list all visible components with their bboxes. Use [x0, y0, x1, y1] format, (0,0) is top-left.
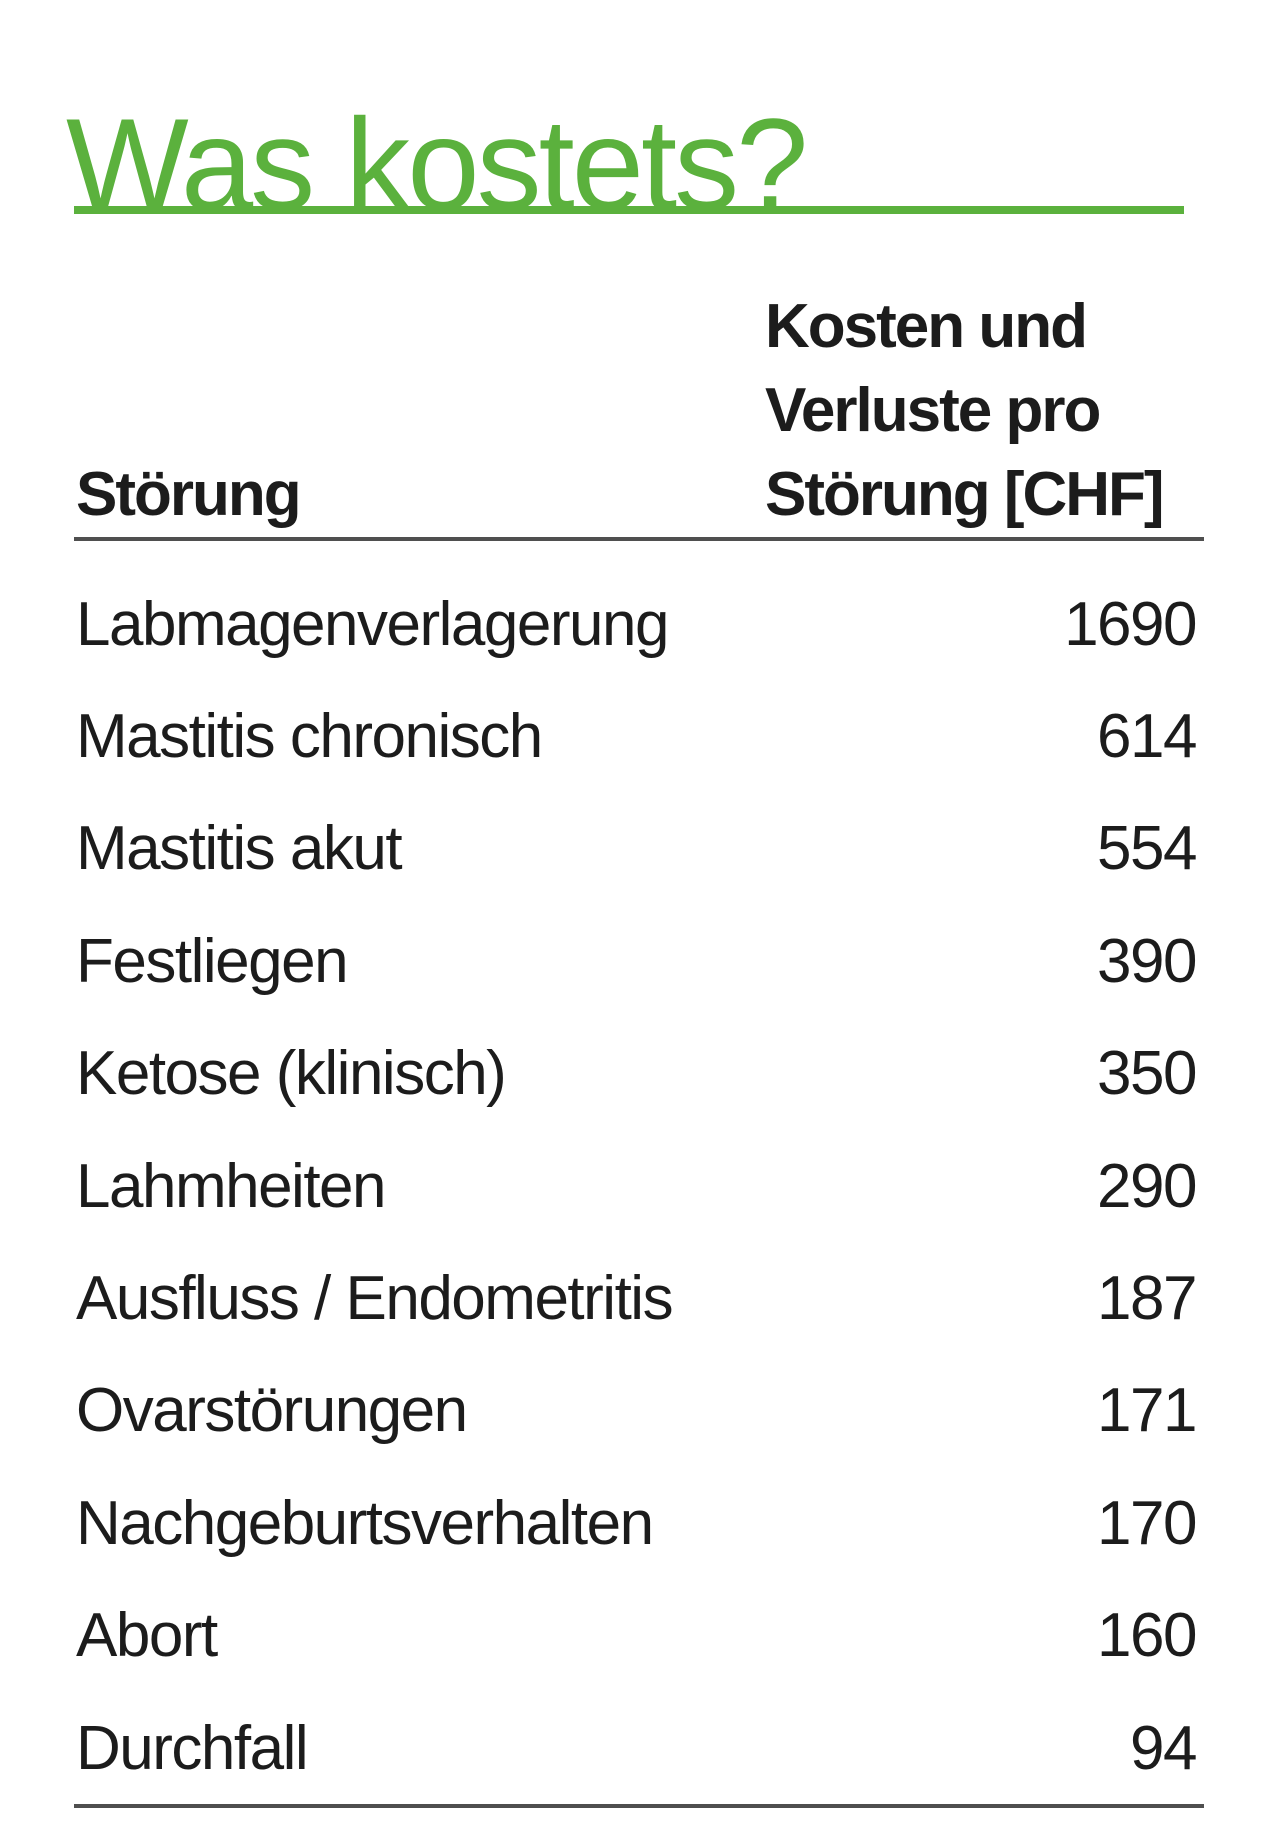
row-value-chf: 554	[1097, 814, 1197, 884]
row-label: Nachgeburtsverhalten	[76, 1488, 654, 1558]
row-value-chf: 614	[1097, 702, 1197, 772]
row-value-chf: 170	[1097, 1488, 1197, 1558]
table-row: Labmagenverlagerung 1690	[74, 568, 1204, 680]
row-label: Durchfall	[76, 1713, 309, 1783]
row-value-chf: 290	[1097, 1151, 1197, 1221]
row-label: Ovarstörungen	[76, 1376, 468, 1446]
row-label: Labmagenverlagerung	[76, 589, 669, 659]
row-value-chf: 160	[1097, 1601, 1197, 1671]
row-label: Lahmheiten	[76, 1151, 387, 1221]
table-row: Abort 160	[74, 1580, 1204, 1692]
row-label: Abort	[76, 1601, 218, 1671]
table-rows: Labmagenverlagerung 1690 Mastitis chronisc…	[74, 541, 1204, 1809]
column-header-kosten-line2: Verluste pro	[765, 376, 1101, 445]
table-row: Ketose (klinisch) 350	[74, 1018, 1204, 1130]
table-row: Ausfluss / Endometritis 187	[74, 1242, 1204, 1354]
table-row: Nachgeburtsverhalten 170	[74, 1467, 1204, 1579]
row-label: Ketose (klinisch)	[76, 1039, 507, 1109]
column-header-stoerung: Störung	[76, 460, 302, 529]
row-label: Festliegen	[76, 926, 349, 996]
row-value-chf: 171	[1097, 1376, 1197, 1446]
row-value-chf: 1690	[1064, 589, 1197, 659]
row-label: Ausfluss / Endometritis	[76, 1264, 674, 1334]
column-header-kosten-line3: Störung [CHF]	[765, 460, 1165, 529]
row-value-chf: 94	[1130, 1713, 1197, 1783]
column-header-kosten-line1: Kosten und	[765, 292, 1088, 361]
table-row: Ovarstörungen 171	[74, 1355, 1204, 1467]
column-header-kosten: Kosten und Verluste pro Störung [CHF]	[765, 285, 1165, 537]
title-underline-rule	[74, 206, 1184, 214]
row-label: Mastitis chronisch	[76, 702, 543, 772]
table-row: Durchfall 94	[74, 1692, 1204, 1804]
table-row: Mastitis chronisch 614	[74, 680, 1204, 792]
table-header: Störung Kosten und Verluste pro Störung …	[74, 255, 1204, 541]
row-value-chf: 350	[1097, 1039, 1197, 1109]
table-row: Mastitis akut 554	[74, 793, 1204, 905]
table-row: Festliegen 390	[74, 905, 1204, 1017]
row-label: Mastitis akut	[76, 814, 403, 884]
table-row: Lahmheiten 290	[74, 1130, 1204, 1242]
row-value-chf: 187	[1097, 1264, 1197, 1334]
row-value-chf: 390	[1097, 926, 1197, 996]
